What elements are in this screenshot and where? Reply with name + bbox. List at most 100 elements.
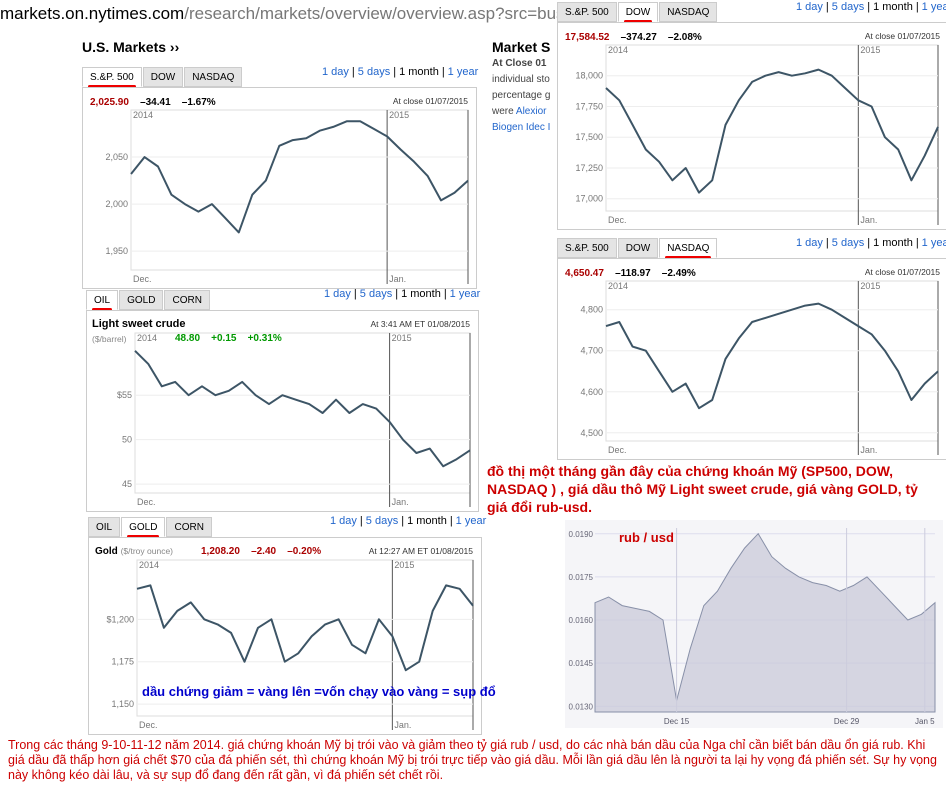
range-5days[interactable]: 5 days (357, 66, 391, 78)
range-1year[interactable]: 1 year (449, 288, 481, 300)
sp500-chart: 2014 2015 Dec. Jan. 1,950 2,000 2,050 (105, 109, 469, 284)
range-5days[interactable]: 5 days (365, 515, 399, 527)
y-tick-label: 45 (122, 479, 132, 489)
range-5days[interactable]: 5 days (831, 1, 865, 13)
tab-dow[interactable]: DOW (617, 238, 659, 258)
year-label: 2014 (608, 45, 628, 55)
summary-link[interactable]: Alexior (515, 106, 547, 117)
oil-name: Light sweet crude (92, 318, 186, 330)
tab-gold[interactable]: GOLD (119, 290, 164, 310)
year-label: 2015 (860, 281, 880, 291)
plot-area (130, 109, 469, 271)
x-tick-label: Dec 29 (834, 717, 860, 726)
range-1day[interactable]: 1 day (330, 515, 357, 527)
y-tick-label: $1,200 (106, 614, 134, 624)
x-tick-label: Dec. (608, 215, 627, 225)
change: –374.27 (620, 32, 657, 43)
last-price: 17,584.52 (565, 32, 610, 43)
range-1year[interactable]: 1 year (455, 515, 487, 527)
close-timestamp: At close 01/07/2015 (864, 31, 940, 41)
y-tick-label: 0.0130 (569, 702, 594, 711)
range-1day[interactable]: 1 day (796, 1, 823, 13)
y-tick-label: 4,800 (580, 305, 603, 315)
tab-sp500[interactable]: S.&P. 500 (557, 2, 617, 22)
market-summary-title: Market S (492, 39, 551, 55)
y-tick-label: 4,700 (580, 346, 603, 356)
range-5days[interactable]: 5 days (359, 288, 393, 300)
series-line (605, 68, 939, 194)
summary-line: individual sto (492, 74, 550, 85)
tab-gold[interactable]: GOLD (121, 517, 166, 538)
change-pct: –0.20% (287, 546, 322, 557)
change: –34.41 (140, 97, 171, 108)
tab-nasdaq[interactable]: NASDAQ (659, 2, 718, 22)
tab-sp500[interactable]: S.&P. 500 (82, 67, 142, 88)
close-timestamp: At close 01/07/2015 (864, 267, 940, 277)
gold-name-line: Gold ($/troy ounce) (95, 546, 173, 557)
tab-oil[interactable]: OIL (86, 290, 119, 311)
range-1day[interactable]: 1 day (324, 288, 351, 300)
range-links: 1 day|5 days|1 month|1 year (324, 288, 481, 300)
url-path: /research/markets/overview/overview.asp?… (184, 4, 579, 23)
nasdaq-panel: 4,650.47 –118.97 –2.49% At close 01/07/2… (557, 258, 946, 460)
change: –118.97 (615, 268, 651, 279)
tab-oil[interactable]: OIL (88, 517, 121, 537)
range-1month[interactable]: 1 month (401, 288, 441, 300)
rub-chart: 0.0130 0.0145 0.0160 0.0175 0.0190 Dec 15 Dec … (565, 520, 943, 728)
range-5days[interactable]: 5 days (831, 237, 865, 249)
y-tick-label: 17,500 (575, 132, 603, 142)
y-tick-label: 4,600 (580, 387, 603, 397)
gold-chart: 2014 2015 Dec. Jan. 1,150 1,175 $1,200 (106, 559, 474, 730)
change: –2.40 (251, 546, 277, 557)
tab-dow[interactable]: DOW (617, 2, 659, 23)
range-1day[interactable]: 1 day (322, 66, 349, 78)
tab-nasdaq[interactable]: NASDAQ (659, 238, 718, 259)
x-tick-label: Jan. (389, 274, 406, 284)
tab-corn[interactable]: CORN (166, 517, 212, 537)
range-1month[interactable]: 1 month (399, 66, 439, 78)
oil-timestamp: At 3:41 AM ET 01/08/2015 (370, 319, 470, 329)
dow-panel: 17,584.52 –374.27 –2.08% At close 01/07/… (557, 22, 946, 230)
summary-line: percentage g (492, 90, 551, 101)
url-bar[interactable]: markets.on.nytimes.com/research/markets/… (0, 4, 579, 24)
y-tick-label: 4,500 (580, 428, 603, 438)
blue-annotation: dầu chứng giảm = vàng lên =vốn chạy vào … (142, 684, 496, 699)
gold-unit: ($/troy ounce) (120, 546, 174, 556)
series-line (605, 302, 939, 410)
summary-link[interactable]: Biogen Idec I (492, 122, 551, 133)
x-tick-label: Dec. (137, 497, 156, 507)
section-title[interactable]: U.S. Markets ›› (82, 39, 180, 55)
range-1year[interactable]: 1 year (447, 66, 479, 78)
tab-sp500[interactable]: S.&P. 500 (557, 238, 617, 258)
year-label: 2015 (392, 333, 412, 343)
oil-unit: ($/barrel) (92, 334, 127, 344)
range-1year[interactable]: 1 year (921, 237, 946, 249)
y-tick-label: 1,950 (105, 246, 128, 256)
change-pct: +0.31% (247, 333, 282, 344)
oil-quote: 48.80 +0.15 +0.31% (175, 333, 282, 344)
sp500-panel: 2,025.90 –34.41 –1.67% At close 01/07/20… (82, 87, 477, 289)
x-tick-label: Jan. (860, 445, 877, 455)
y-tick-label: 17,000 (575, 194, 603, 204)
range-1day[interactable]: 1 day (796, 237, 823, 249)
series-line (134, 350, 471, 468)
tab-corn[interactable]: CORN (164, 290, 210, 310)
x-tick-label: Dec. (608, 445, 627, 455)
url-host: markets.on.nytimes.com (0, 4, 185, 23)
range-1month[interactable]: 1 month (873, 237, 913, 249)
year-label: 2015 (394, 560, 414, 570)
gold-name: Gold (95, 546, 118, 557)
y-tick-label: 1,150 (111, 699, 134, 709)
last-price: 1,208.20 (201, 546, 240, 557)
nasdaq-quote: 4,650.47 –118.97 –2.49% (565, 268, 696, 279)
tab-nasdaq[interactable]: NASDAQ (184, 67, 243, 87)
tab-dow[interactable]: DOW (142, 67, 184, 87)
range-1year[interactable]: 1 year (921, 1, 946, 13)
range-1month[interactable]: 1 month (407, 515, 447, 527)
year-label: 2014 (139, 560, 159, 570)
x-tick-label: Jan. (394, 720, 411, 730)
sp500-quote: 2,025.90 –34.41 –1.67% (90, 97, 216, 108)
year-label: 2015 (389, 110, 409, 120)
annotation-note: đồ thị một tháng gần đây của chứng khoán… (487, 463, 918, 515)
range-1month[interactable]: 1 month (873, 1, 913, 13)
